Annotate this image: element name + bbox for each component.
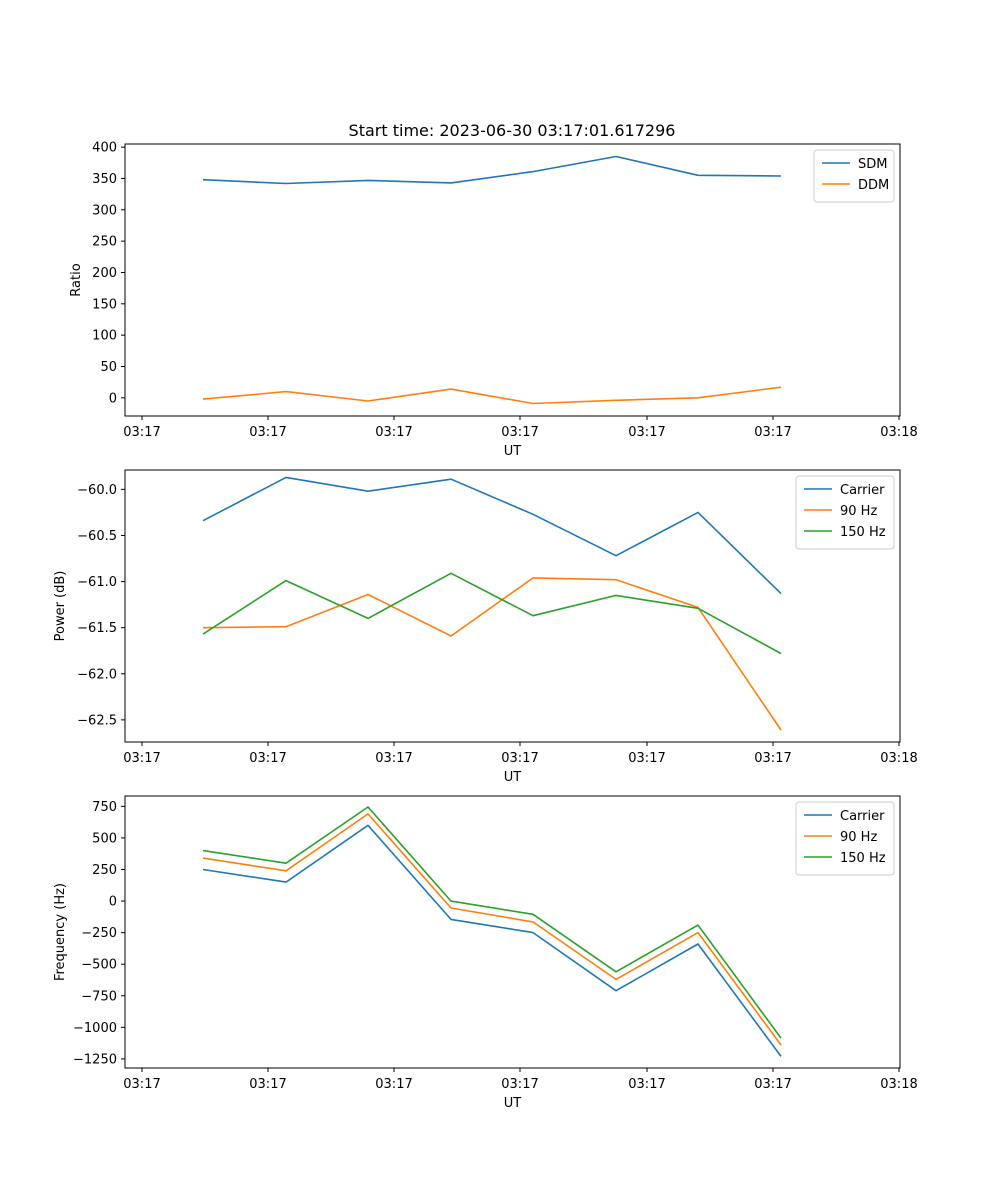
legend: Carrier 90 Hz 150 Hz — [795, 801, 895, 876]
x-tick-label: 03:17 — [501, 751, 538, 766]
y-tick-label: 200 — [92, 266, 117, 281]
legend-entry: DDM — [858, 178, 889, 193]
legend-entry: 90 Hz — [840, 830, 877, 845]
y-tick-label: −61.5 — [77, 621, 117, 636]
y-axis-label: Ratio — [69, 263, 84, 296]
x-tick-label: 03:17 — [375, 1077, 412, 1092]
y-tick-label: 100 — [92, 329, 117, 344]
y-axis-label: Frequency (Hz) — [53, 883, 68, 981]
x-tick-label: 03:17 — [123, 425, 160, 440]
x-tick-label: 03:17 — [375, 751, 412, 766]
x-tick-label: 03:17 — [249, 425, 286, 440]
y-tick-label: 400 — [92, 141, 117, 156]
y-tick-label: −60.5 — [77, 529, 117, 544]
y-tick-label: −62.5 — [77, 713, 117, 728]
series-line-150-hz — [202, 806, 782, 1039]
x-tick-label: 03:18 — [880, 1077, 917, 1092]
subplot-2: 03:17 03:17 03:17 03:17 03:17 03:17 03:18 −60.0… — [53, 469, 918, 785]
subplot-1: 03:17 03:17 03:17 03:17 03:17 03:17 03:18 0 50 10… — [69, 141, 918, 459]
x-tick-label: 03:17 — [754, 1077, 791, 1092]
x-tick-label: 03:17 — [123, 1077, 160, 1092]
series-line-90-hz — [202, 813, 782, 1046]
x-tick-label: 03:17 — [249, 1077, 286, 1092]
legend-entry: Carrier — [840, 483, 885, 498]
legend-entry: 150 Hz — [840, 851, 886, 866]
x-axis-label: UT — [504, 770, 522, 785]
axes-frame — [124, 795, 901, 1069]
x-axis-label: UT — [504, 1096, 522, 1111]
x-tick-label: 03:17 — [123, 751, 160, 766]
series-line-90-hz — [202, 577, 782, 731]
x-tick-label: 03:17 — [249, 751, 286, 766]
axes-frame — [124, 143, 901, 417]
y-tick-label: 150 — [92, 297, 117, 312]
series-line-150-hz — [202, 572, 782, 655]
x-tick-label: 03:17 — [754, 425, 791, 440]
x-tick-label: 03:17 — [628, 1077, 665, 1092]
y-tick-label: −500 — [81, 958, 117, 973]
legend-entry: SDM — [858, 157, 887, 172]
series-line-ddm — [202, 386, 782, 405]
subplot-3: 03:17 03:17 03:17 03:17 03:17 03:17 03:18 750 50… — [53, 795, 918, 1111]
y-tick-label: 350 — [92, 172, 117, 187]
legend-entry: 90 Hz — [840, 504, 877, 519]
y-tick-label: 250 — [92, 235, 117, 250]
y-tick-label: −250 — [81, 926, 117, 941]
y-tick-label: 0 — [109, 391, 117, 406]
y-tick-label: 300 — [92, 203, 117, 218]
x-tick-label: 03:18 — [880, 751, 917, 766]
x-tick-label: 03:17 — [628, 751, 665, 766]
axes-frame — [124, 469, 901, 743]
series-line-carrier — [202, 476, 782, 595]
legend-entry: Carrier — [840, 809, 885, 824]
y-tick-label: 50 — [100, 360, 117, 375]
y-tick-label: −750 — [81, 989, 117, 1004]
plots-container: 03:17 03:17 03:17 03:17 03:17 03:17 03:18 0 50 10… — [53, 141, 918, 1111]
y-tick-label: −1250 — [73, 1052, 117, 1067]
y-tick-label: 750 — [92, 800, 117, 815]
x-tick-label: 03:17 — [628, 425, 665, 440]
legend: SDM DDM — [813, 149, 895, 203]
y-tick-label: −60.0 — [77, 483, 117, 498]
legend-entry: 150 Hz — [840, 525, 886, 540]
y-tick-label: 0 — [109, 895, 117, 910]
legend: Carrier 90 Hz 150 Hz — [795, 475, 895, 550]
x-axis-label: UT — [504, 444, 522, 459]
y-tick-label: −62.0 — [77, 667, 117, 682]
y-tick-label: 500 — [92, 831, 117, 846]
x-tick-label: 03:17 — [375, 425, 412, 440]
x-tick-label: 03:17 — [501, 425, 538, 440]
series-line-carrier — [202, 824, 782, 1057]
y-tick-label: −1000 — [73, 1021, 117, 1036]
y-tick-label: 250 — [92, 863, 117, 878]
y-axis-label: Power (dB) — [53, 571, 68, 642]
figure-title: Start time: 2023-06-30 03:17:01.617296 — [349, 121, 676, 140]
x-tick-label: 03:17 — [501, 1077, 538, 1092]
x-tick-label: 03:17 — [754, 751, 791, 766]
y-tick-label: −61.0 — [77, 575, 117, 590]
series-line-sdm — [202, 155, 782, 185]
x-tick-label: 03:18 — [880, 425, 917, 440]
